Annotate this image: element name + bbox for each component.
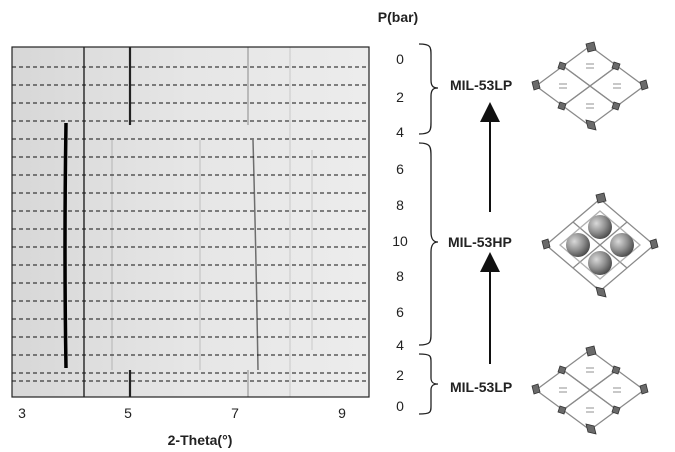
phase-label-middle: MIL-53HP [448, 234, 512, 250]
x-tick-label: 9 [338, 405, 346, 421]
curly-brace-icon [418, 43, 439, 135]
pressure-label: 0 [396, 398, 404, 414]
reflection-lines [63, 47, 313, 397]
pressure-label: 4 [396, 337, 404, 353]
main-reflection-line [63, 122, 68, 369]
pressure-label: 2 [396, 89, 404, 105]
pressure-label: 8 [396, 197, 404, 213]
dashed-separators [12, 66, 369, 382]
pressure-label: 4 [396, 124, 404, 140]
reflection-line-hp-1 [252, 139, 259, 371]
diffraction-map [11, 46, 370, 398]
pressure-label: 8 [396, 268, 404, 284]
pressure-label: 10 [392, 233, 408, 249]
framework-lp-icon [531, 345, 649, 435]
x-axis-label: 2-Theta(°) [168, 432, 233, 448]
map-frame [11, 46, 370, 398]
pressure-header: P(bar) [378, 9, 418, 25]
x-axis: 3 5 7 9 2-Theta(°) [18, 405, 346, 448]
phase-label-top: MIL-53LP [450, 77, 512, 93]
pressure-label: 2 [396, 367, 404, 383]
pressure-label: 0 [396, 51, 404, 67]
x-tick-label: 3 [18, 405, 26, 421]
curly-brace-icon [418, 353, 439, 415]
curly-brace-icon [418, 142, 439, 346]
pressure-label: 6 [396, 304, 404, 320]
map-background [12, 47, 369, 397]
sphere-icon [566, 233, 590, 257]
x-tick-label: 7 [231, 405, 239, 421]
pressure-axis: P(bar) 0 2 4 6 8 10 8 6 4 2 0 [378, 9, 418, 414]
pressure-label: 6 [396, 161, 404, 177]
phase-braces [418, 43, 439, 415]
framework-lp-icon [531, 41, 649, 131]
phase-label-bottom: MIL-53LP [450, 379, 512, 395]
sphere-icon [610, 233, 634, 257]
sphere-icon [588, 215, 612, 239]
x-tick-label: 5 [124, 405, 132, 421]
sphere-icon [588, 251, 612, 275]
framework-hp-icon [541, 192, 659, 298]
